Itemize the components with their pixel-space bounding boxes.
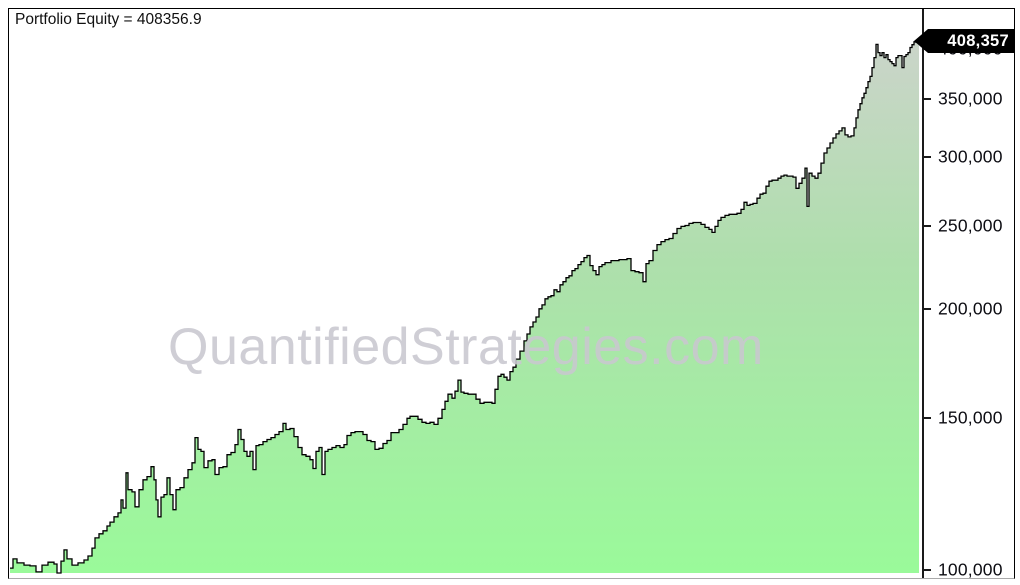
y-axis-tick bbox=[924, 224, 931, 227]
y-axis-tick-label: 150,000 bbox=[938, 407, 1003, 427]
y-axis-tick-label: 250,000 bbox=[938, 215, 1003, 235]
y-axis-tick bbox=[924, 308, 931, 311]
y-axis-tick-label: 300,000 bbox=[938, 146, 1003, 167]
y-axis-tick bbox=[924, 97, 931, 100]
last-value-tag: 408,357 bbox=[914, 29, 1014, 53]
chart-panel: Portfolio Equity = 408356.9 QuantifiedSt… bbox=[8, 8, 1015, 580]
y-axis-tick-label: 350,000 bbox=[938, 88, 1003, 109]
equity-area-fill bbox=[10, 41, 919, 573]
equity-plot-area[interactable]: Portfolio Equity = 408356.9 QuantifiedSt… bbox=[9, 9, 924, 578]
equity-line bbox=[10, 41, 920, 574]
y-axis-tick bbox=[924, 569, 931, 571]
y-axis-tick bbox=[924, 416, 931, 419]
y-axis-tick-label: 100,000 bbox=[938, 559, 1003, 580]
y-axis-tick-label: 200,000 bbox=[938, 298, 1003, 319]
y-axis: 408,357 400,000350,000300,000250,000200,… bbox=[914, 9, 1014, 580]
equity-curve-chart bbox=[10, 41, 920, 574]
portfolio-equity-title: Portfolio Equity = 408356.9 bbox=[15, 11, 202, 28]
y-axis-tick bbox=[924, 155, 931, 158]
